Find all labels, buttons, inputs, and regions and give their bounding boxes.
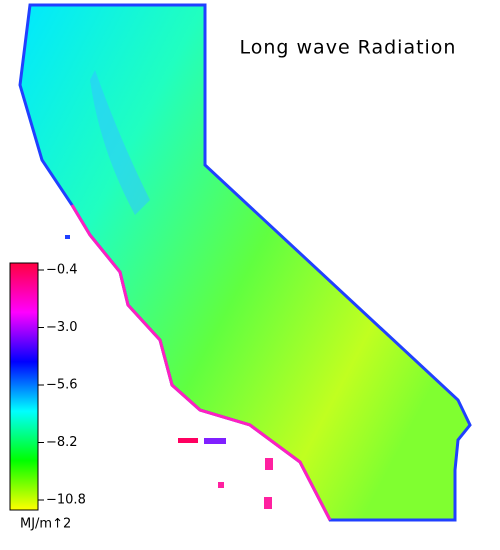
map-title: Long wave Radiation (240, 37, 457, 59)
colorbar-tick-label: −3.0 (46, 320, 78, 335)
colorbar-tick-label: −5.6 (46, 378, 78, 393)
california-map (18, 3, 472, 522)
colorbar-tick-label: −0.4 (46, 263, 78, 278)
colorbar-tick-label: −10.8 (46, 493, 86, 508)
colorbar (9, 262, 39, 511)
colorbar-tick-label: −8.2 (46, 435, 78, 450)
colorbar-unit: MJ/m↑2 (20, 517, 71, 532)
